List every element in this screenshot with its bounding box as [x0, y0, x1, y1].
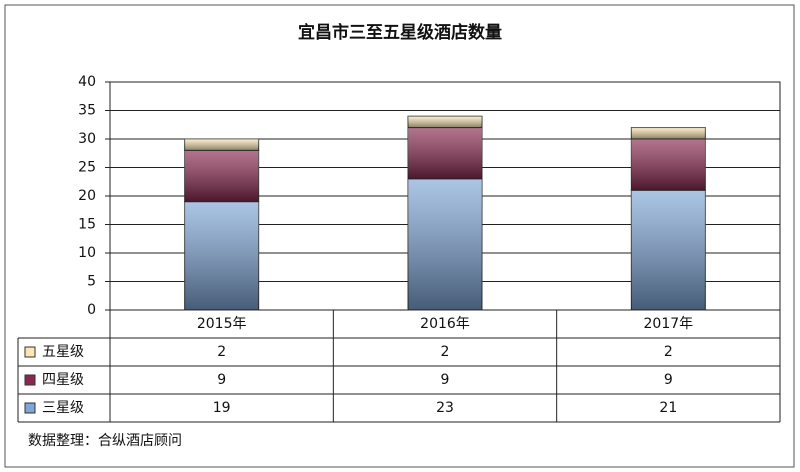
bar-shade — [184, 150, 259, 202]
table-value: 2 — [217, 344, 226, 360]
table-value: 21 — [659, 400, 677, 416]
bar-shade — [184, 201, 259, 310]
table-value: 2 — [441, 344, 450, 360]
table-value: 19 — [213, 400, 231, 416]
table-value: 9 — [664, 372, 673, 388]
bar-shade — [408, 178, 482, 310]
y-tick-label: 10 — [78, 245, 96, 261]
legend-label: 四星级 — [42, 372, 84, 388]
table-value: 9 — [217, 372, 226, 388]
bar-shade — [631, 190, 706, 310]
x-tick-label: 2017年 — [644, 316, 694, 332]
source-note: 数据整理：合纵酒店顾问 — [28, 433, 182, 449]
y-tick-label: 5 — [87, 274, 96, 290]
table-value: 9 — [441, 372, 450, 388]
legend-label: 五星级 — [42, 344, 84, 360]
legend-swatch — [24, 374, 36, 386]
legend-swatch — [24, 346, 36, 358]
x-tick-label: 2015年 — [197, 316, 247, 332]
bar-shade — [631, 139, 706, 191]
bar-shade — [408, 116, 482, 128]
y-tick-label: 25 — [78, 160, 96, 176]
y-tick-label: 20 — [78, 188, 96, 204]
y-tick-label: 15 — [78, 217, 96, 233]
legend-swatch — [24, 402, 36, 414]
x-tick-label: 2016年 — [420, 316, 470, 332]
y-tick-label: 0 — [87, 302, 96, 318]
bar-shade — [631, 127, 706, 139]
chart-title: 宜昌市三至五星级酒店数量 — [298, 22, 502, 43]
table-value: 2 — [664, 344, 673, 360]
legend-label: 三星级 — [42, 400, 84, 416]
table-value: 23 — [436, 400, 454, 416]
y-tick-label: 35 — [78, 103, 96, 119]
y-tick-label: 40 — [78, 74, 96, 90]
bar-shade — [184, 139, 259, 151]
bar-shade — [408, 127, 482, 179]
y-tick-label: 30 — [78, 131, 96, 147]
